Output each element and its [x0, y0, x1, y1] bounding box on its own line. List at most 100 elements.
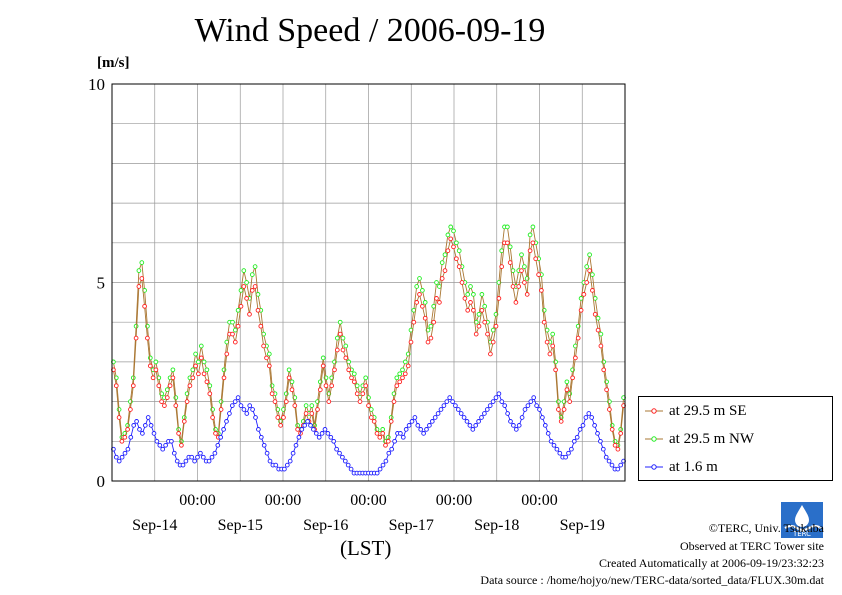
- data-point: [558, 419, 564, 424]
- data-point: [315, 407, 320, 412]
- data-point: [346, 367, 352, 373]
- data-point: [213, 431, 218, 436]
- data-point: [448, 224, 454, 230]
- data-point: [125, 446, 131, 452]
- data-point: [153, 367, 159, 373]
- x-tick-time-label: 00:00: [179, 492, 215, 509]
- chart-title: Wind Speed / 2006-09-19: [194, 12, 546, 49]
- data-point: [448, 236, 454, 242]
- data-point: [473, 423, 479, 428]
- data-point: [232, 339, 238, 345]
- footer-source: Data source : /home/hojyo/new/TERC-data/…: [480, 573, 824, 587]
- data-point: [456, 264, 462, 269]
- data-point: [212, 450, 218, 456]
- data-point: [601, 367, 607, 373]
- data-point: [210, 415, 215, 420]
- data-point: [578, 296, 584, 301]
- data-point: [592, 423, 597, 428]
- data-point: [479, 292, 485, 297]
- x-tick-time-label: 00:00: [265, 492, 301, 509]
- data-point: [525, 403, 531, 408]
- data-point: [455, 407, 461, 412]
- data-point: [275, 415, 281, 420]
- data-point: [397, 371, 403, 377]
- data-point: [437, 300, 442, 305]
- data-point: [311, 427, 316, 432]
- x-day-label: Sep-16: [303, 517, 348, 534]
- data-point: [343, 343, 349, 349]
- data-point: [340, 335, 346, 341]
- data-point: [198, 343, 204, 349]
- data-point: [411, 319, 417, 325]
- data-point: [160, 446, 166, 452]
- data-point: [337, 331, 343, 337]
- data-point: [122, 434, 128, 440]
- data-point: [264, 450, 270, 456]
- data-point: [209, 454, 215, 460]
- data-point: [587, 268, 592, 273]
- data-point: [612, 442, 618, 448]
- data-point: [429, 419, 435, 424]
- data-point: [425, 339, 431, 345]
- data-point: [133, 323, 139, 329]
- data-point: [536, 272, 541, 277]
- data-point: [451, 244, 456, 250]
- x-day-label: Sep-17: [389, 517, 434, 534]
- data-point: [428, 323, 434, 329]
- data-point: [479, 415, 484, 420]
- data-point: [439, 276, 445, 281]
- data-point: [595, 431, 600, 436]
- series-layer: [111, 224, 626, 476]
- legend-item-se: at 29.5 m SE: [645, 401, 747, 421]
- data-point: [286, 375, 292, 381]
- data-point: [391, 399, 397, 404]
- data-point: [363, 375, 369, 381]
- data-point: [218, 399, 224, 404]
- data-point: [584, 280, 590, 285]
- data-point: [540, 415, 545, 420]
- data-point: [196, 371, 201, 377]
- data-point: [201, 371, 207, 377]
- x-day-label: Sep-19: [560, 517, 605, 534]
- data-point: [542, 423, 548, 428]
- data-point: [604, 387, 609, 393]
- data-point: [513, 300, 519, 305]
- data-point: [434, 296, 439, 301]
- data-point: [476, 323, 482, 329]
- data-point: [196, 359, 201, 365]
- data-point: [578, 307, 584, 313]
- data-point: [527, 248, 533, 254]
- data-point: [145, 335, 150, 341]
- data-point: [438, 407, 444, 412]
- data-point: [577, 427, 583, 432]
- data-point: [164, 395, 170, 400]
- data-point: [490, 339, 496, 345]
- data-point: [131, 423, 137, 428]
- data-point: [266, 351, 272, 357]
- data-point: [292, 403, 298, 408]
- data-point: [420, 303, 425, 309]
- data-point: [439, 260, 445, 265]
- legend-item-nw: at 29.5 m NW: [645, 429, 754, 449]
- data-point: [345, 462, 351, 468]
- data-point: [462, 296, 468, 301]
- data-point: [261, 343, 266, 349]
- data-point: [400, 434, 406, 440]
- data-point: [305, 419, 310, 424]
- terc-logo-icon: TERC: [781, 502, 823, 538]
- data-point: [221, 375, 227, 381]
- data-point: [383, 458, 389, 464]
- data-point: [414, 284, 420, 289]
- data-point: [454, 240, 459, 246]
- data-point: [471, 292, 476, 297]
- data-point: [303, 411, 309, 416]
- data-point: [406, 423, 412, 428]
- data-point: [595, 327, 601, 333]
- data-point: [181, 419, 187, 424]
- data-point: [482, 319, 488, 325]
- data-point: [323, 383, 329, 389]
- data-point: [230, 319, 235, 325]
- data-point: [320, 363, 326, 369]
- data-point: [522, 407, 528, 412]
